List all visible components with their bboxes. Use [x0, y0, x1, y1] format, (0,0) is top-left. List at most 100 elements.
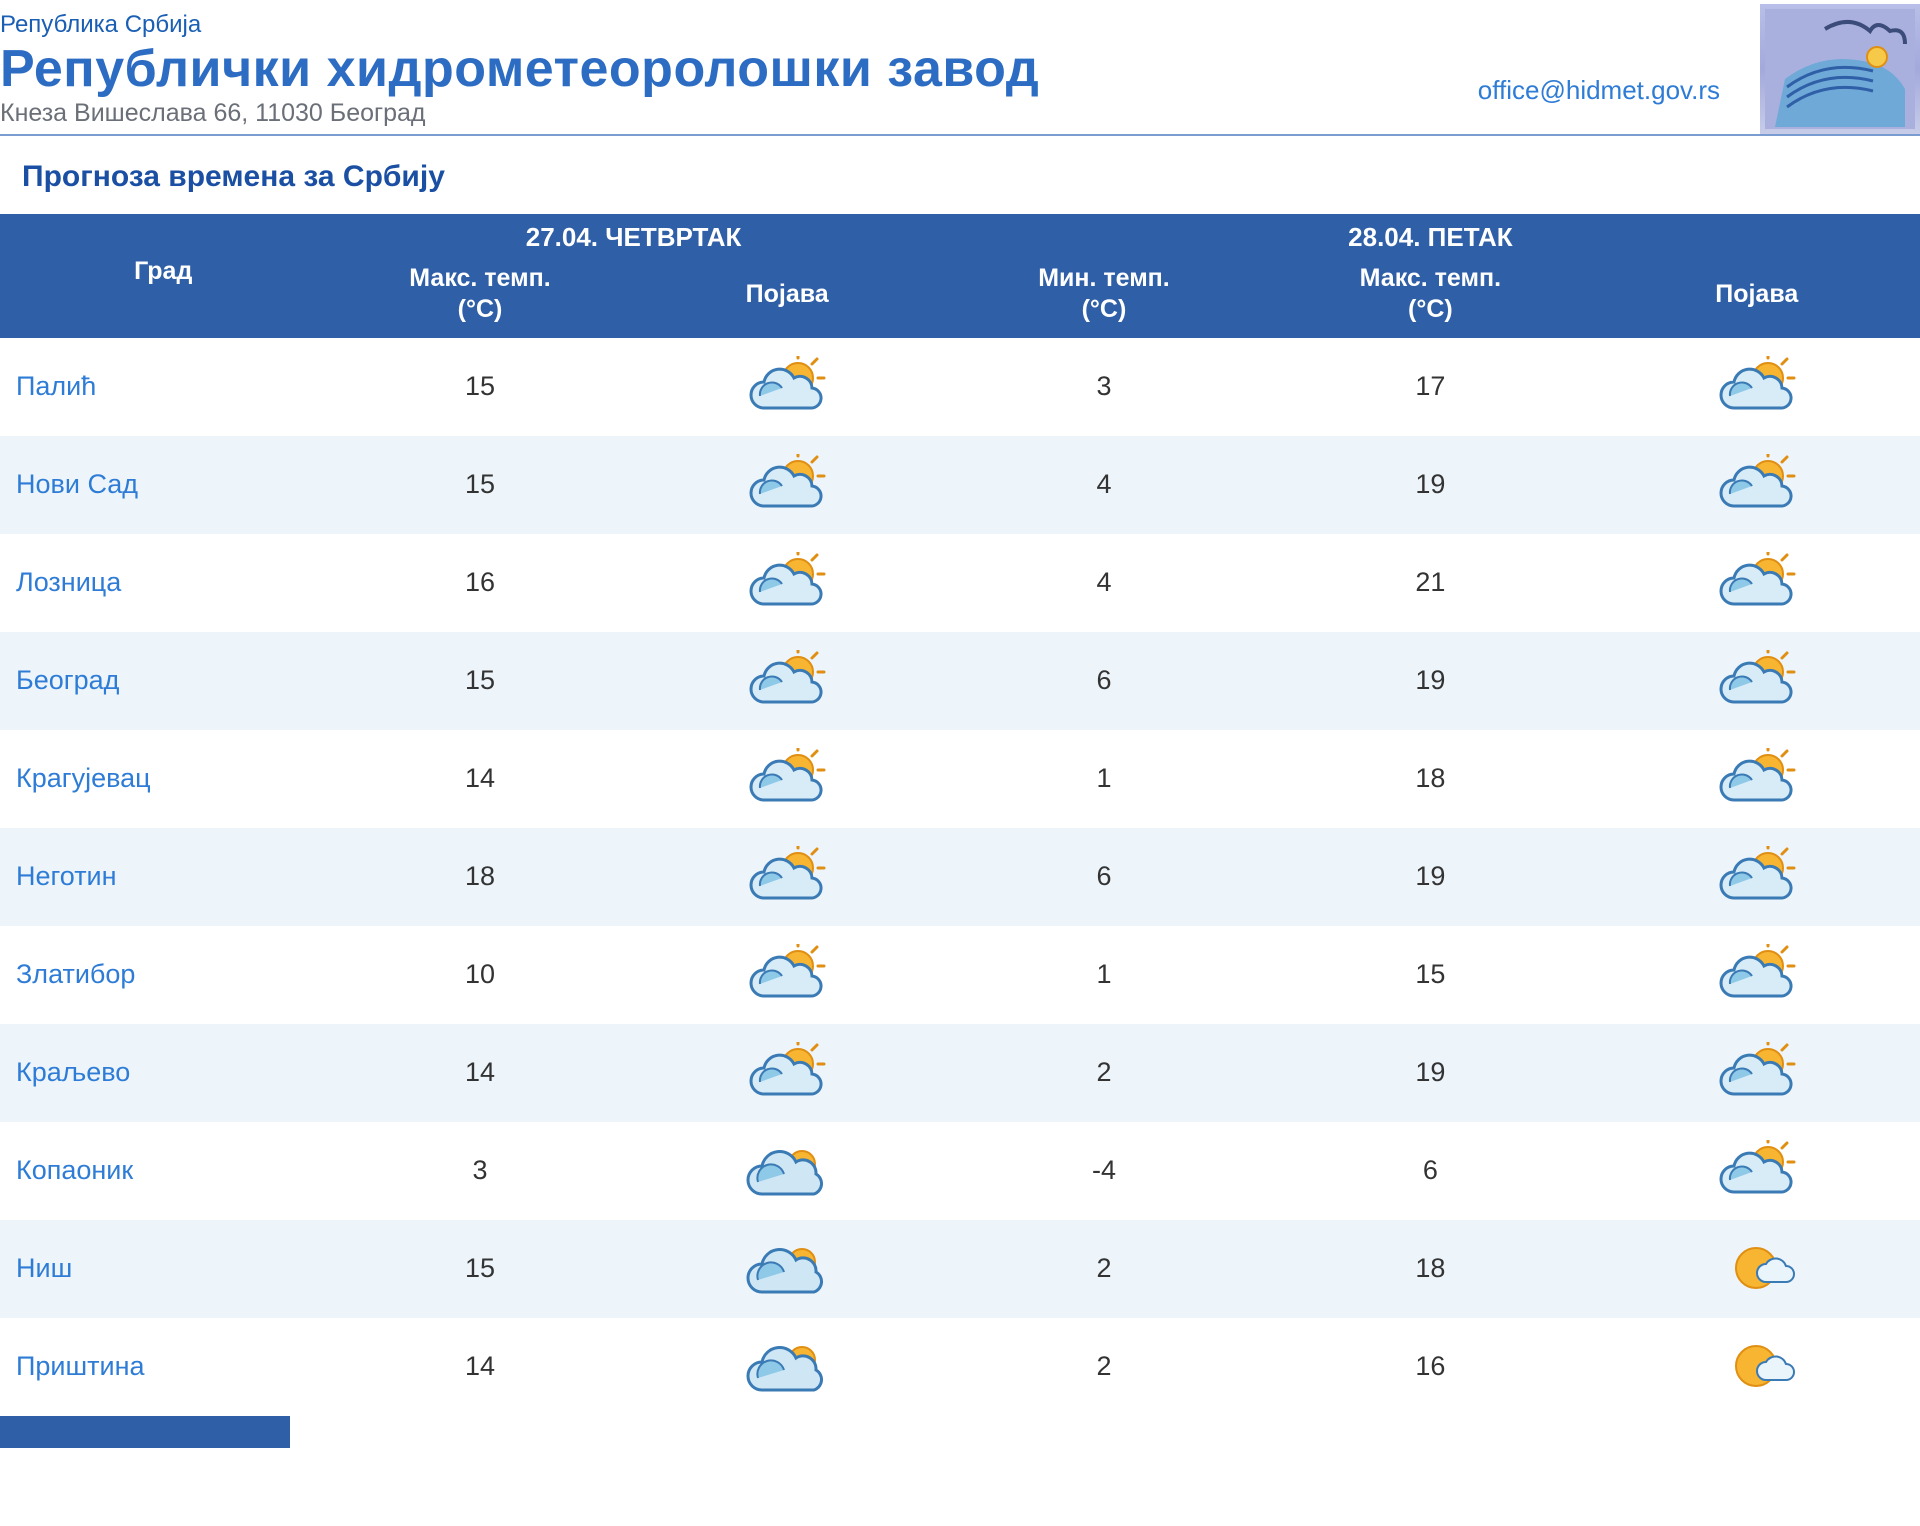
d2-max-temp: 17 — [1267, 338, 1593, 436]
partly-cloudy-icon — [1716, 1042, 1798, 1104]
partly-cloudy-icon — [746, 454, 828, 516]
d2-min-temp: 2 — [941, 1220, 1267, 1318]
partly-cloudy-icon — [1716, 846, 1798, 908]
d2-max-temp: 18 — [1267, 1220, 1593, 1318]
table-row: Ниш15 218 — [0, 1220, 1920, 1318]
d1-condition — [634, 1220, 941, 1318]
city-link[interactable]: Београд — [0, 632, 326, 730]
partly-cloudy-icon — [1716, 356, 1798, 418]
sunny-icon — [1716, 1336, 1798, 1398]
d2-min-temp: 2 — [941, 1024, 1267, 1122]
d2-max-temp: 19 — [1267, 828, 1593, 926]
d2-min-temp: 6 — [941, 828, 1267, 926]
header-email-link[interactable]: office@hidmet.gov.rs — [1478, 75, 1760, 134]
header-country: Република Србија — [0, 11, 1478, 39]
partly-cloudy-icon — [1716, 650, 1798, 712]
city-link[interactable]: Палић — [0, 338, 326, 436]
table-row: Крагујевац14 118 — [0, 730, 1920, 828]
table-row: Нови Сад15 419 — [0, 436, 1920, 534]
partly-cloudy-icon — [1716, 454, 1798, 516]
city-link[interactable]: Крагујевац — [0, 730, 326, 828]
d1-max-temp: 14 — [326, 1318, 633, 1416]
d2-condition — [1594, 632, 1920, 730]
d1-max-temp: 3 — [326, 1122, 633, 1220]
col-header-d1-max: Макс. темп.(°C) — [326, 259, 633, 338]
d2-min-temp: 2 — [941, 1318, 1267, 1416]
table-row: Лозница16 421 — [0, 534, 1920, 632]
d1-condition — [634, 926, 941, 1024]
d1-condition — [634, 1024, 941, 1122]
d2-max-temp: 16 — [1267, 1318, 1593, 1416]
d1-max-temp: 14 — [326, 730, 633, 828]
partly-cloudy-icon — [746, 650, 828, 712]
d2-condition — [1594, 338, 1920, 436]
d2-condition — [1594, 1122, 1920, 1220]
partly-cloudy-icon — [746, 944, 828, 1006]
mostly-cloudy-icon — [746, 1140, 828, 1202]
d2-max-temp: 15 — [1267, 926, 1593, 1024]
d1-condition — [634, 1122, 941, 1220]
col-header-d1-cond: Појава — [634, 259, 941, 338]
footer-strip — [0, 1416, 290, 1448]
d2-condition — [1594, 730, 1920, 828]
col-header-d2-max: Макс. темп.(°C) — [1267, 259, 1593, 338]
table-row: Приштина14 216 — [0, 1318, 1920, 1416]
city-link[interactable]: Златибор — [0, 926, 326, 1024]
d1-max-temp: 15 — [326, 436, 633, 534]
forecast-table: Град 27.04. ЧЕТВРТАК 28.04. ПЕТАК Макс. … — [0, 214, 1920, 1416]
d1-condition — [634, 632, 941, 730]
d1-condition — [634, 1318, 941, 1416]
city-link[interactable]: Приштина — [0, 1318, 326, 1416]
partly-cloudy-icon — [1716, 1140, 1798, 1202]
partly-cloudy-icon — [1716, 552, 1798, 614]
d2-min-temp: -4 — [941, 1122, 1267, 1220]
d1-max-temp: 10 — [326, 926, 633, 1024]
partly-cloudy-icon — [1716, 748, 1798, 810]
d2-condition — [1594, 1024, 1920, 1122]
city-link[interactable]: Нови Сад — [0, 436, 326, 534]
d2-min-temp: 3 — [941, 338, 1267, 436]
d2-condition — [1594, 1220, 1920, 1318]
partly-cloudy-icon — [746, 846, 828, 908]
city-link[interactable]: Ниш — [0, 1220, 326, 1318]
col-header-day1: 27.04. ЧЕТВРТАК — [326, 214, 940, 259]
d2-min-temp: 4 — [941, 534, 1267, 632]
d2-condition — [1594, 534, 1920, 632]
d2-condition — [1594, 436, 1920, 534]
col-header-d2-min: Мин. темп.(°C) — [941, 259, 1267, 338]
d1-max-temp: 15 — [326, 632, 633, 730]
d2-max-temp: 19 — [1267, 1024, 1593, 1122]
d1-max-temp: 15 — [326, 338, 633, 436]
partly-cloudy-icon — [746, 1042, 828, 1104]
city-link[interactable]: Неготин — [0, 828, 326, 926]
d1-condition — [634, 534, 941, 632]
table-row: Неготин18 619 — [0, 828, 1920, 926]
city-link[interactable]: Копаоник — [0, 1122, 326, 1220]
col-header-city: Град — [0, 214, 326, 338]
d2-max-temp: 19 — [1267, 632, 1593, 730]
d1-condition — [634, 338, 941, 436]
partly-cloudy-icon — [746, 356, 828, 418]
table-row: Краљево14 219 — [0, 1024, 1920, 1122]
mostly-cloudy-icon — [746, 1238, 828, 1300]
d1-max-temp: 18 — [326, 828, 633, 926]
d2-min-temp: 4 — [941, 436, 1267, 534]
d1-condition — [634, 730, 941, 828]
mostly-cloudy-icon — [746, 1336, 828, 1398]
city-link[interactable]: Лозница — [0, 534, 326, 632]
page-subtitle: Прогноза времена за Србију — [0, 136, 1920, 214]
d2-min-temp: 1 — [941, 926, 1267, 1024]
partly-cloudy-icon — [1716, 944, 1798, 1006]
header-org-title: Републички хидрометеоролошки завод — [0, 39, 1478, 99]
d2-max-temp: 6 — [1267, 1122, 1593, 1220]
org-logo — [1760, 4, 1920, 134]
d2-max-temp: 18 — [1267, 730, 1593, 828]
sunny-icon — [1716, 1238, 1798, 1300]
d2-min-temp: 1 — [941, 730, 1267, 828]
col-header-day2: 28.04. ПЕТАК — [941, 214, 1920, 259]
partly-cloudy-icon — [746, 748, 828, 810]
d2-condition — [1594, 926, 1920, 1024]
city-link[interactable]: Краљево — [0, 1024, 326, 1122]
d2-max-temp: 21 — [1267, 534, 1593, 632]
d2-condition — [1594, 828, 1920, 926]
